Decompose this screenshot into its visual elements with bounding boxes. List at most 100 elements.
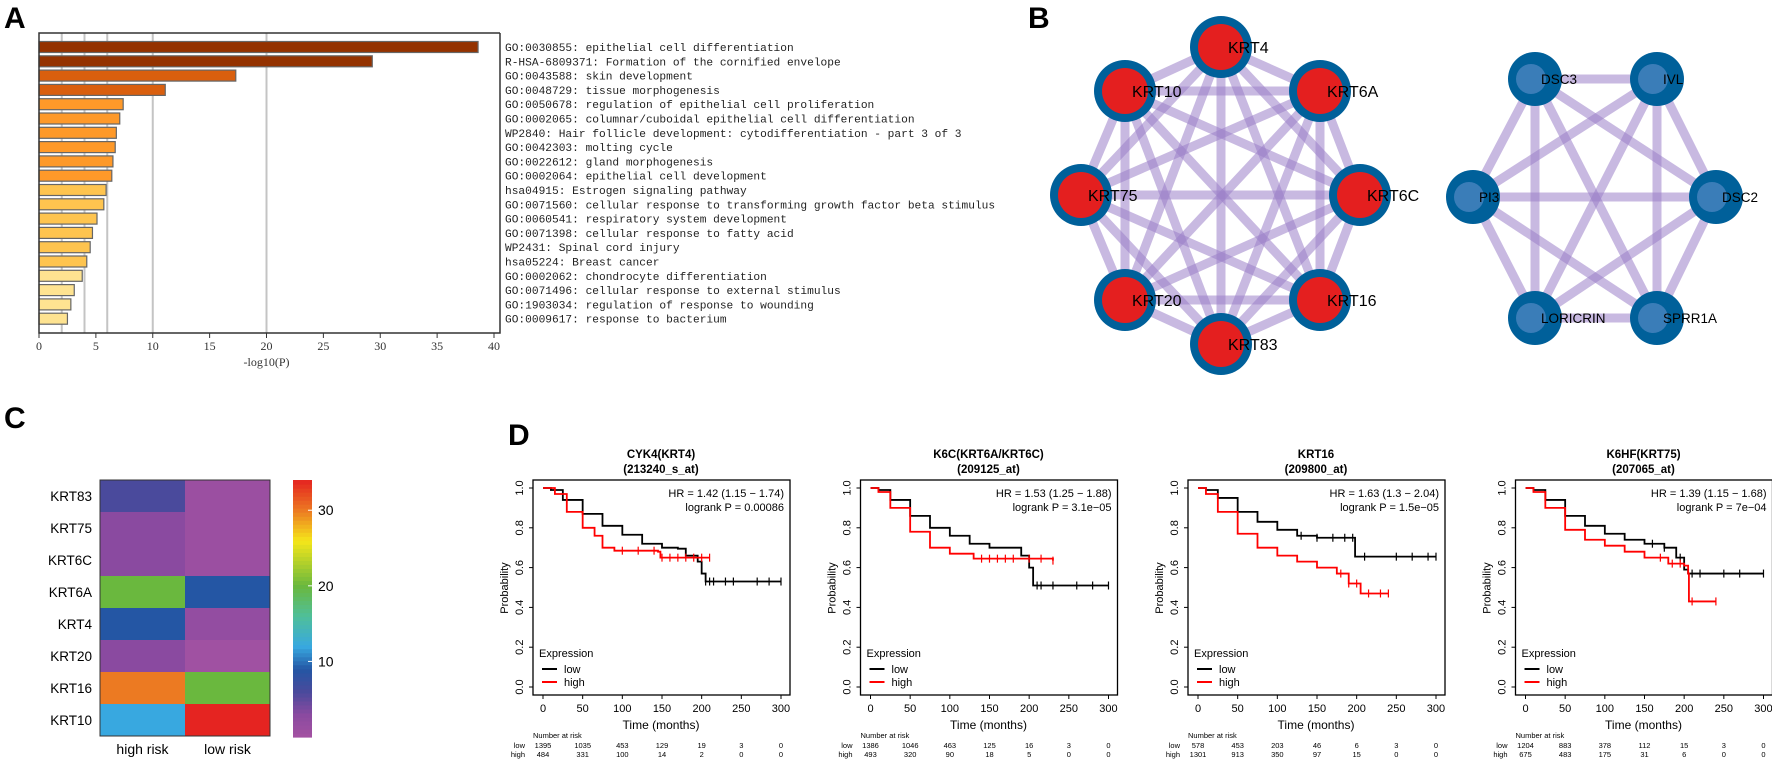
term-label: R-HSA-6809371: Formation of the cornifie…: [505, 57, 841, 69]
colorbar-segment: [293, 548, 312, 553]
risk-count-high: 0: [1067, 750, 1071, 759]
km-curve-low: [1198, 487, 1436, 558]
colorbar-segment: [293, 624, 312, 630]
colorbar-segment: [293, 636, 312, 642]
risk-table-title: Number at risk: [533, 731, 582, 740]
node-label: KRT4: [1228, 40, 1269, 57]
colorbar-segment: [293, 604, 312, 610]
colorbar-segment: [293, 680, 312, 686]
risk-count-high: 0: [779, 750, 783, 759]
term-label: GO:0043588: skin development: [505, 72, 693, 84]
bar: [38, 98, 124, 111]
risk-count-low: 463: [944, 741, 957, 750]
colorbar-segment: [293, 716, 312, 722]
colorbar-segment: [293, 544, 312, 549]
colorbar-segment: [293, 644, 312, 650]
risk-count-high: 0: [1761, 750, 1765, 759]
colorbar-segment: [293, 564, 312, 569]
colorbar-segment: [293, 592, 312, 598]
km-plot-3: KRT16(209800_at)0 50 100 150 200 250 3000.00.2…: [1154, 449, 1446, 759]
x-axis-label: Time (months): [1605, 718, 1682, 732]
y-tick-label: 0.6: [1497, 560, 1509, 575]
colorbar-segment: [293, 704, 312, 710]
risk-count-low: 883: [1559, 741, 1572, 750]
bar: [38, 284, 75, 297]
term-label: GO:0071398: cellular response to fatty a…: [505, 229, 794, 241]
y-tick-label: 0.8: [514, 520, 526, 535]
heatmap-cell: [185, 672, 270, 704]
x-tick-label: 15: [204, 339, 216, 353]
bar: [38, 241, 91, 254]
term-label: GO:0071560: cellular response to transfo…: [505, 200, 995, 212]
risk-count-low: 15: [1680, 741, 1688, 750]
logrank-p: logrank P = 1.5e−05: [1340, 502, 1439, 514]
colorbar-segment: [293, 684, 312, 690]
risk-count-high: 0: [1106, 750, 1110, 759]
legend-label-high: high: [564, 677, 585, 689]
y-tick-label: 0.0: [1497, 679, 1509, 694]
node-inner-circle: [1102, 68, 1148, 114]
colorbar-segment: [293, 608, 312, 614]
network-edge: [1217, 191, 1364, 348]
y-tick-label: 0.8: [842, 520, 854, 535]
risk-row-label-high: high: [1166, 750, 1180, 759]
bar: [38, 198, 105, 211]
colorbar-segment: [293, 620, 312, 626]
km-plot-2: K6C(KRT6A/KRT6C)(209125_at)0 50 100 150 200 2…: [827, 449, 1119, 759]
risk-count-low: 0: [779, 741, 783, 750]
colorbar-tick-label: 10: [318, 653, 334, 669]
row-label: KRT6C: [48, 553, 92, 568]
node-label: PI3: [1479, 190, 1499, 205]
x-tick-label: 250: [1715, 703, 1733, 715]
x-tick-label: 20: [261, 339, 273, 353]
x-tick-label: 200: [1675, 703, 1693, 715]
enrichment-bar-chart: GO:0030855: epithelial cell differentiat…: [36, 32, 995, 369]
term-label: GO:1903034: regulation of response to wo…: [505, 300, 814, 312]
bar: [38, 298, 72, 311]
km-curve-low: [1525, 487, 1764, 575]
legend-label-low: low: [1547, 664, 1564, 676]
bar: [38, 83, 166, 97]
y-axis-label: Probability: [827, 562, 839, 614]
colorbar-segment: [293, 540, 312, 545]
y-tick-label: 1.0: [514, 480, 526, 495]
network-node-ivl: IVL: [1630, 52, 1684, 106]
heatmap-cell: [100, 672, 185, 704]
km-title: CYK4(KRT4): [627, 449, 696, 461]
heatmap-cell: [185, 544, 270, 576]
x-tick-label: 0: [540, 703, 546, 715]
network-node-sprr1a: SPRR1A: [1630, 291, 1717, 345]
colorbar-segment: [293, 512, 312, 517]
colorbar-segment: [293, 520, 312, 525]
colorbar-segment: [293, 696, 312, 702]
colorbar-segment: [293, 560, 312, 565]
term-label: GO:0002062: chondrocyte differentiation: [505, 272, 767, 284]
risk-count-high: 14: [658, 750, 666, 759]
colorbar-segment: [293, 568, 312, 573]
risk-count-low: 1204: [1517, 741, 1534, 750]
network-node-krt6a: KRT6A: [1289, 60, 1379, 122]
colorbar-segment: [293, 668, 312, 674]
legend-title: Expression: [539, 648, 593, 660]
risk-count-high: 0: [1394, 750, 1398, 759]
x-tick-label: 5: [93, 339, 99, 353]
term-label: WP2840: Hair follicle development: cytod…: [505, 129, 962, 141]
node-label: KRT6A: [1327, 84, 1379, 101]
bar: [38, 212, 98, 225]
risk-row-label-low: low: [841, 741, 853, 750]
x-tick-label: 50: [1559, 703, 1571, 715]
network-node-krt6c: KRT6C: [1329, 164, 1419, 226]
risk-count-high: 100: [616, 750, 629, 759]
x-tick-label: 200: [1020, 703, 1038, 715]
x-tick-label: 0: [1195, 703, 1201, 715]
colorbar-segment: [293, 732, 312, 738]
risk-count-high: 18: [985, 750, 993, 759]
colorbar-segment: [293, 492, 312, 497]
colorbar-segment: [293, 656, 312, 662]
row-label: KRT16: [50, 681, 92, 696]
x-tick-label: 300: [1427, 703, 1445, 715]
node-label: DSC3: [1541, 72, 1577, 87]
node-inner-circle: [1297, 68, 1343, 114]
km-title: KRT16: [1298, 449, 1334, 461]
